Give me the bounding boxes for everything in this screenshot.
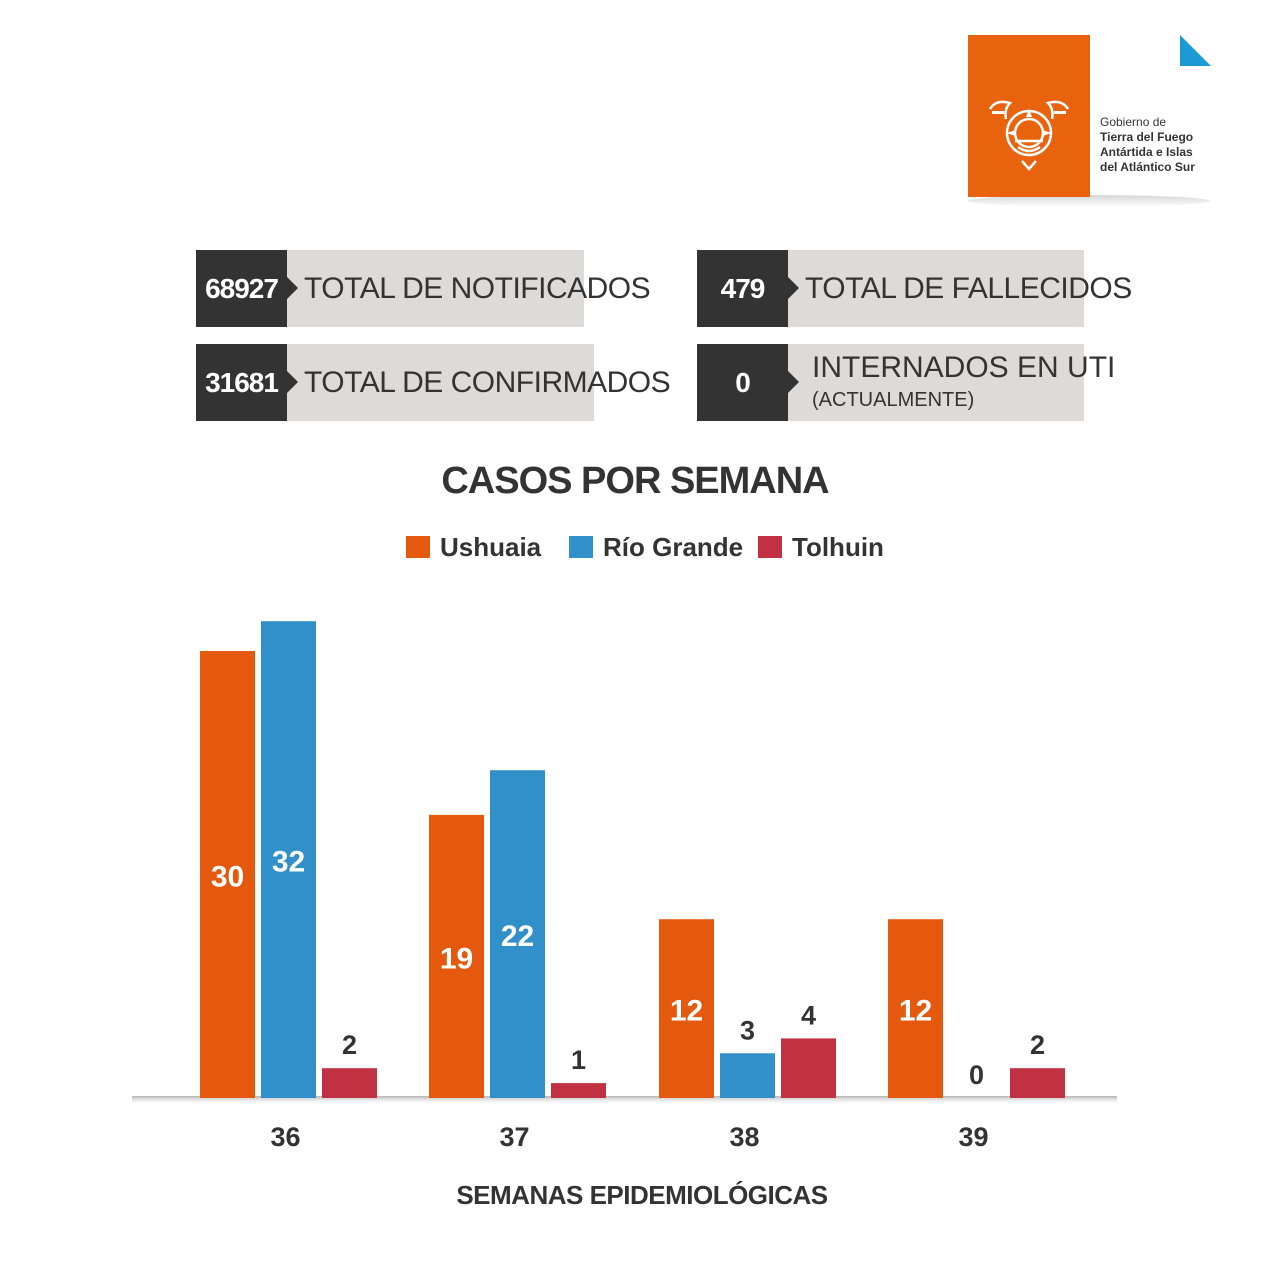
legend-swatch-rio-grande (569, 536, 593, 558)
logo-text-line4: del Atlántico Sur (1100, 160, 1195, 174)
bar-tolhuin-39 (1010, 1068, 1065, 1098)
chart-title: CASOS POR SEMANA (441, 460, 829, 502)
chevron-right-icon (788, 371, 799, 393)
chevron-right-icon (287, 277, 298, 299)
bar-ushuaia-38 (659, 919, 714, 1098)
logo-emblem-square (968, 35, 1090, 197)
chart-legend: Ushuaia Río Grande Tolhuin (0, 530, 1280, 564)
data-label-rio-grande-39: 0 (969, 1060, 984, 1090)
bar-tolhuin-36 (322, 1068, 377, 1098)
bar-rio-grande-36 (261, 621, 316, 1098)
stat-notificados-label: TOTAL DE NOTIFICADOS (304, 272, 651, 305)
data-label-tolhuin-39: 2 (1030, 1030, 1045, 1060)
bar-rio-grande-38 (720, 1053, 775, 1098)
x-tick-label-37: 37 (499, 1122, 529, 1152)
stat-uti-value: 0 (697, 344, 788, 421)
logo-text-line3: Antártida e Islas (1100, 145, 1193, 159)
logo-text-line1: Gobierno de (1100, 115, 1167, 129)
data-label-ushuaia-37: 19 (440, 942, 473, 975)
bar-ushuaia-36 (200, 651, 255, 1098)
legend-label-tolhuin: Tolhuin (792, 532, 884, 562)
stat-total-notificados: 68927 TOTAL DE NOTIFICADOS (196, 250, 651, 327)
bar-ushuaia-39 (888, 919, 943, 1098)
stat-notificados-value: 68927 (196, 250, 287, 327)
legend-swatch-tolhuin (758, 536, 782, 558)
stat-fallecidos-value: 479 (697, 250, 788, 327)
bar-ushuaia-37 (429, 814, 484, 1098)
x-axis-baseline (132, 1096, 1117, 1105)
logo-text: Gobierno de Tierra del Fuego Antártida e… (1100, 115, 1195, 175)
chevron-right-icon (287, 371, 298, 393)
stat-internados-uti: 0 INTERNADOS EN UTI (ACTUALMENTE) (697, 344, 1115, 421)
data-label-rio-grande-38: 3 (740, 1015, 755, 1045)
data-label-ushuaia-36: 30 (211, 861, 244, 894)
x-tick-label-36: 36 (270, 1122, 300, 1152)
stat-uti-label: INTERNADOS EN UTI (812, 351, 1116, 384)
stat-fallecidos-label: TOTAL DE FALLECIDOS (805, 272, 1132, 305)
corner-triangle-icon (1180, 35, 1211, 66)
stat-confirmados-value: 31681 (196, 344, 287, 421)
data-label-ushuaia-39: 12 (899, 995, 932, 1028)
data-label-tolhuin-37: 1 (571, 1045, 586, 1075)
data-label-ushuaia-38: 12 (670, 995, 703, 1028)
government-logo: Gobierno de Tierra del Fuego Antártida e… (968, 35, 1211, 207)
logo-text-line2: Tierra del Fuego (1100, 130, 1194, 144)
provincial-emblem-icon (988, 100, 1070, 171)
legend-swatch-ushuaia (406, 536, 430, 558)
legend-label-ushuaia: Ushuaia (440, 532, 542, 562)
bar-tolhuin-37 (551, 1083, 606, 1098)
x-tick-label-39: 39 (958, 1122, 988, 1152)
bar-rio-grande-37 (490, 770, 545, 1098)
bar-tolhuin-38 (781, 1038, 836, 1098)
stat-total-fallecidos: 479 TOTAL DE FALLECIDOS (697, 250, 1132, 327)
logo-shadow (968, 195, 1210, 207)
x-tick-label-38: 38 (729, 1122, 759, 1152)
stat-uti-sublabel: (ACTUALMENTE) (812, 389, 975, 411)
legend-label-rio-grande: Río Grande (603, 532, 744, 562)
data-label-tolhuin-38: 4 (801, 1000, 816, 1030)
x-axis-title: SEMANAS EPIDEMIOLÓGICAS (456, 1180, 828, 1210)
chevron-right-icon (788, 277, 799, 299)
stat-confirmados-label: TOTAL DE CONFIRMADOS (304, 366, 671, 399)
data-label-rio-grande-37: 22 (501, 920, 534, 953)
data-label-rio-grande-36: 32 (272, 846, 305, 879)
stat-total-confirmados: 31681 TOTAL DE CONFIRMADOS (196, 344, 671, 421)
data-label-tolhuin-36: 2 (342, 1030, 357, 1060)
